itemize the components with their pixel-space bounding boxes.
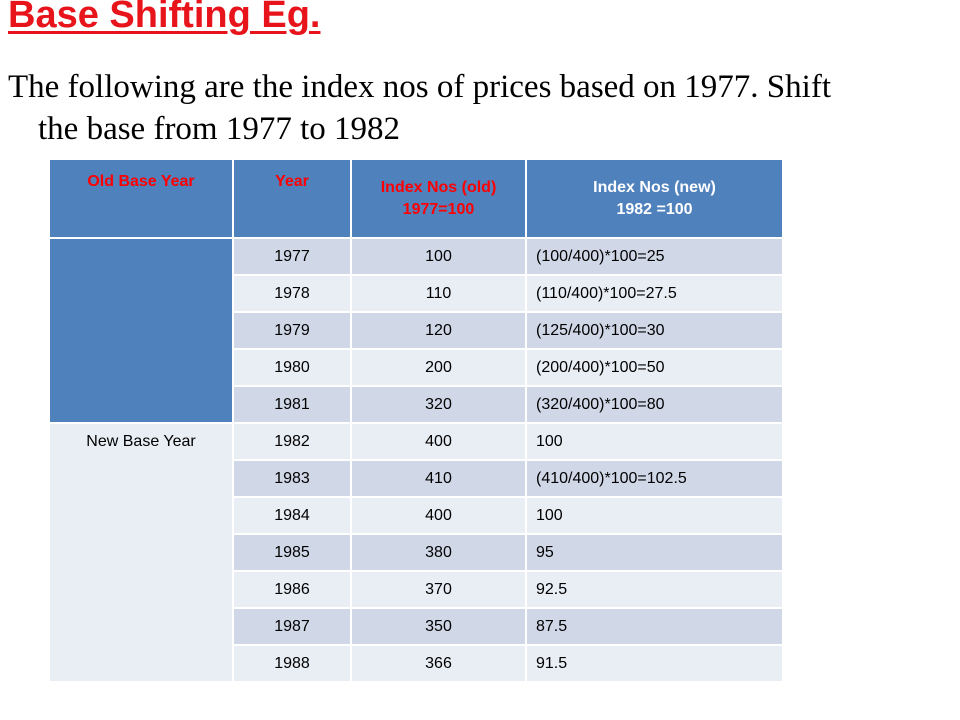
index-table: Old Base Year Year Index Nos (old) 1977=… [48,158,784,683]
year-cell: 1981 [232,385,352,424]
year-cell: 1978 [232,274,352,313]
year-cell: 1983 [232,459,352,498]
index-old-cell: 320 [350,385,527,424]
header-year: Year [232,158,352,239]
header-index-new: Index Nos (new) 1982 =100 [525,158,784,239]
slide-description: The following are the index nos of price… [8,66,958,150]
year-cell: 1977 [232,237,352,276]
year-cell: 1986 [232,570,352,609]
table-row: 1981 320 (320/400)*100=80 [49,385,784,424]
header-index-new-line-1: Index Nos (new) [593,178,716,196]
table-row: 1986 370 92.5 [49,570,784,609]
table-row: 1987 350 87.5 [49,607,784,646]
table-row: New Base Year 1982 400 100 [48,422,784,683]
index-new-cell: (200/400)*100=50 [525,348,784,387]
index-old-cell: 366 [350,644,527,683]
table-row: 1988 366 91.5 [49,644,784,683]
index-old-cell: 200 [350,348,527,387]
year-cell: 1984 [232,496,352,535]
table-row: 1977 100 (100/400)*100=25 [48,237,784,424]
index-new-cell: 95 [525,533,784,572]
description-line-2: the base from 1977 to 1982 [38,111,401,147]
index-new-cell: (410/400)*100=102.5 [525,459,784,498]
index-new-cell: 100 [525,496,784,535]
index-new-cell: (320/400)*100=80 [525,385,784,424]
year-cell: 1987 [232,607,352,646]
table-row: 1978 110 (110/400)*100=27.5 [49,274,784,313]
year-cell: 1979 [232,311,352,350]
year-cell: 1980 [232,348,352,387]
table-row: 1985 380 95 [49,533,784,572]
description-line-1: The following are the index nos of price… [8,69,831,105]
index-new-cell: (125/400)*100=30 [525,311,784,350]
index-old-cell: 410 [350,459,527,498]
index-new-cell: 91.5 [525,644,784,683]
year-cell: 1985 [232,533,352,572]
table-row: 1979 120 (125/400)*100=30 [49,311,784,350]
table-header-row: Old Base Year Year Index Nos (old) 1977=… [48,158,784,239]
year-cell: 1988 [232,644,352,683]
header-index-old-line-1: Index Nos (old) [380,178,497,196]
new-base-year-label: New Base Year [48,422,234,683]
index-old-cell: 370 [350,570,527,609]
index-new-cell: 92.5 [525,570,784,609]
index-old-cell: 400 [350,422,527,461]
header-old-base-year: Old Base Year [48,158,234,239]
slide-title: Base Shifting Eg. [8,0,321,36]
header-index-old: Index Nos (old) 1977=100 [350,158,527,239]
table-row: 1983 410 (410/400)*100=102.5 [49,459,784,498]
index-new-cell: (110/400)*100=27.5 [525,274,784,313]
index-old-cell: 380 [350,533,527,572]
old-base-year-span-cell [48,237,234,424]
header-index-new-line-2: 1982 =100 [616,200,693,218]
index-new-cell: 87.5 [525,607,784,646]
index-old-cell: 110 [350,274,527,313]
table-row: 1984 400 100 [49,496,784,535]
table-row: 1980 200 (200/400)*100=50 [49,348,784,387]
index-old-cell: 120 [350,311,527,350]
header-index-old-line-2: 1977=100 [402,200,475,218]
index-old-cell: 400 [350,496,527,535]
index-old-cell: 350 [350,607,527,646]
index-new-cell: (100/400)*100=25 [525,237,784,276]
index-new-cell: 100 [525,422,784,461]
year-cell: 1982 [232,422,352,461]
index-old-cell: 100 [350,237,527,276]
